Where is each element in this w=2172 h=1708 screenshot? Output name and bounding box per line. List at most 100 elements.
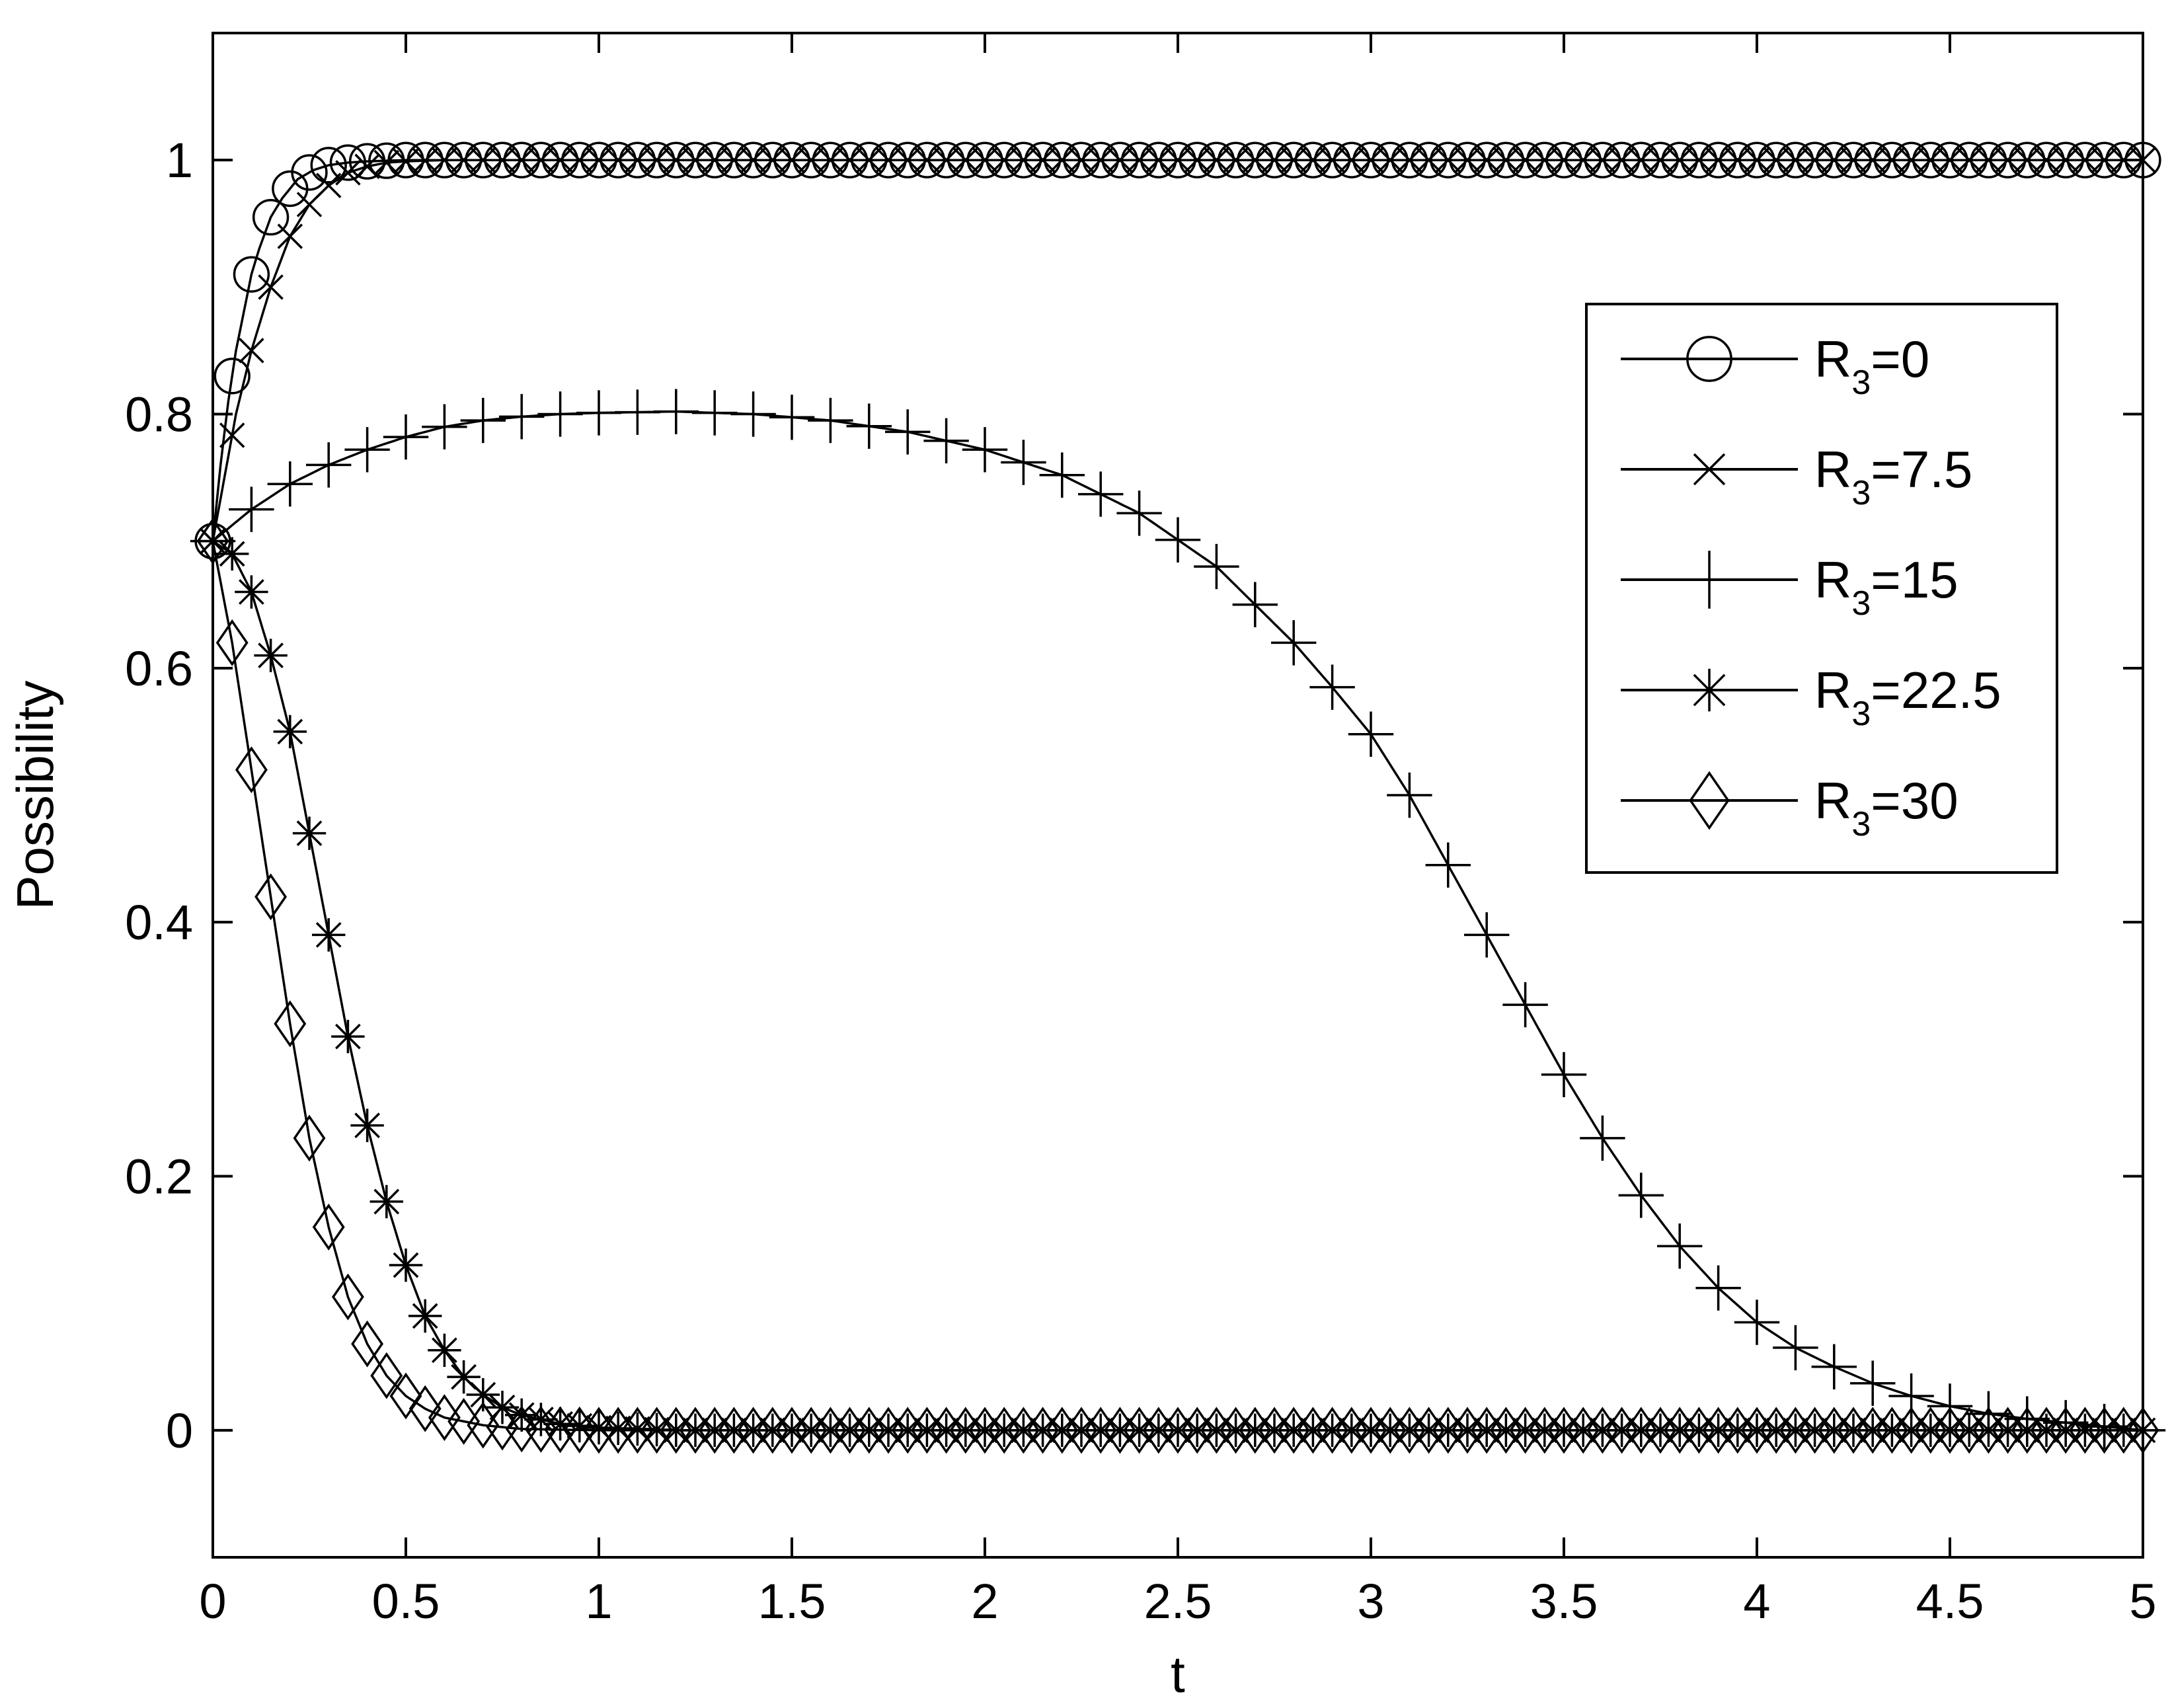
series-point bbox=[991, 147, 1017, 173]
series-point bbox=[1580, 1115, 1625, 1161]
series-point bbox=[1348, 711, 1394, 757]
series-point bbox=[1155, 517, 1201, 563]
series-point bbox=[451, 147, 477, 173]
series-point bbox=[329, 144, 367, 181]
series-point bbox=[1165, 147, 1191, 173]
series-point bbox=[1995, 147, 2021, 173]
series-point bbox=[875, 147, 902, 173]
series-point bbox=[1840, 147, 1867, 173]
series-point bbox=[254, 873, 288, 921]
series-point bbox=[1898, 147, 1924, 173]
legend-marker bbox=[1687, 668, 1731, 712]
series-point bbox=[505, 1398, 539, 1432]
series-point bbox=[1416, 147, 1442, 173]
series-point bbox=[215, 537, 249, 571]
series-point bbox=[331, 1273, 364, 1321]
series-point bbox=[576, 390, 622, 436]
series-point bbox=[524, 1403, 558, 1436]
series-point bbox=[428, 1394, 461, 1442]
series-point bbox=[1647, 147, 1674, 173]
series-point bbox=[528, 147, 554, 173]
series-point bbox=[1512, 147, 1538, 173]
series-point bbox=[373, 149, 400, 176]
series-point bbox=[1918, 147, 1944, 173]
series-point bbox=[1879, 147, 1905, 173]
series-point bbox=[798, 147, 824, 173]
x-tick-label: 2 bbox=[971, 1574, 998, 1629]
legend-symbol: R bbox=[1814, 661, 1851, 719]
series-point bbox=[1956, 147, 1982, 173]
series-point bbox=[537, 391, 583, 437]
series-point bbox=[779, 147, 805, 173]
legend-marker bbox=[1680, 551, 1738, 609]
series-point bbox=[1126, 147, 1152, 173]
series-point bbox=[291, 154, 328, 191]
series-point bbox=[1464, 912, 1510, 958]
legend-marker bbox=[1689, 771, 1730, 830]
series-point bbox=[466, 1378, 500, 1412]
series-point bbox=[393, 148, 419, 175]
series-point bbox=[621, 1412, 654, 1446]
series-point bbox=[408, 1299, 442, 1333]
series-point bbox=[1087, 147, 1114, 173]
series-point bbox=[1551, 147, 1577, 173]
series-point bbox=[605, 147, 631, 173]
series-point bbox=[543, 1407, 577, 1441]
series-point bbox=[1194, 543, 1239, 590]
legend-marker bbox=[1693, 453, 1726, 486]
series-point bbox=[601, 1411, 635, 1446]
series-point bbox=[1242, 147, 1268, 173]
x-tick-label: 3 bbox=[1357, 1574, 1384, 1629]
legend-box bbox=[1585, 303, 2058, 874]
series-point bbox=[1030, 147, 1056, 173]
legend-subscript: 3 bbox=[1851, 474, 1871, 512]
series-point bbox=[1223, 147, 1249, 173]
series-point bbox=[1493, 147, 1519, 173]
series-point bbox=[1377, 147, 1403, 173]
series-point bbox=[1397, 147, 1422, 173]
series-point bbox=[239, 338, 264, 364]
series-point bbox=[235, 746, 268, 794]
x-tick-label: 0 bbox=[199, 1574, 226, 1629]
x-tick-label: 4 bbox=[1743, 1574, 1770, 1629]
series-point bbox=[1107, 147, 1133, 173]
x-tick-label: 3.5 bbox=[1530, 1574, 1598, 1629]
series-point bbox=[1937, 147, 1963, 173]
series-point bbox=[1744, 147, 1770, 173]
series-point bbox=[1725, 147, 1751, 173]
x-tick-label: 1 bbox=[585, 1574, 612, 1629]
series-point bbox=[1435, 147, 1461, 173]
series-point bbox=[196, 524, 230, 558]
y-tick-label: 0 bbox=[166, 1403, 193, 1458]
series-point bbox=[1859, 147, 1886, 173]
series-point bbox=[1773, 1325, 1818, 1371]
series-point bbox=[1666, 147, 1693, 173]
series-point bbox=[1802, 147, 1828, 173]
x-tick-label: 5 bbox=[2129, 1574, 2156, 1629]
series-point bbox=[351, 1320, 384, 1368]
series-point bbox=[1734, 1300, 1780, 1345]
series-point bbox=[350, 1108, 384, 1142]
series-point bbox=[1358, 147, 1384, 173]
series-point bbox=[196, 518, 229, 565]
series-point bbox=[1657, 1223, 1703, 1269]
series-point bbox=[962, 427, 1008, 473]
series-point bbox=[894, 147, 921, 173]
legend-item: R3=7.5 bbox=[1621, 440, 1972, 512]
legend-value: =0 bbox=[1871, 330, 1929, 388]
legend-subscript: 3 bbox=[1851, 695, 1871, 733]
series-point bbox=[1204, 147, 1229, 173]
series-point bbox=[389, 1372, 422, 1420]
series-point bbox=[292, 816, 327, 850]
series-point bbox=[389, 1248, 423, 1282]
series-point bbox=[625, 147, 650, 173]
series-point bbox=[1590, 147, 1615, 173]
series-point bbox=[293, 1114, 326, 1162]
series-point bbox=[1686, 147, 1712, 173]
series-group bbox=[190, 141, 2166, 1454]
series-point bbox=[229, 486, 274, 532]
series-point bbox=[923, 418, 969, 464]
series-point bbox=[682, 147, 709, 173]
series-point bbox=[1001, 440, 1046, 485]
series-line bbox=[212, 541, 2143, 1432]
